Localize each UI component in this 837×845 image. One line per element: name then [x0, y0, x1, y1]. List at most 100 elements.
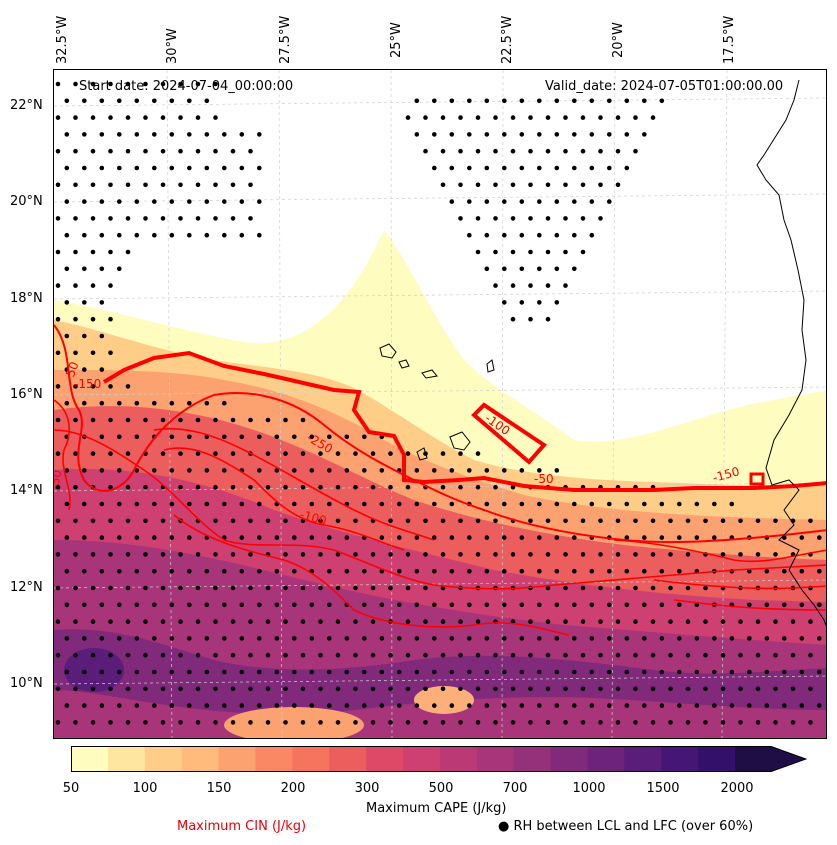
rh-dot [370, 652, 376, 658]
rh-dot [712, 535, 717, 540]
rh-dot [169, 468, 175, 473]
rh-dot [423, 619, 428, 624]
lon-label: 32.5°W [55, 15, 70, 64]
rh-legend: ● RH between LCL and LFC (over 60%) [498, 819, 754, 834]
rh-dot [624, 568, 630, 574]
rh-dot [108, 585, 113, 591]
rh-dot [222, 636, 227, 641]
rh-dot [624, 703, 630, 708]
rh-dot [449, 98, 455, 104]
rh-dot [440, 451, 446, 456]
rh-dot [432, 568, 437, 574]
rh-dot [257, 232, 262, 238]
rh-dot [195, 451, 201, 456]
colorbar-cell [661, 746, 699, 772]
rh-dot [248, 148, 253, 154]
rh-dot [440, 115, 446, 120]
rh-dot [335, 451, 341, 456]
rh-dot [677, 602, 682, 608]
rh-dot [143, 148, 148, 154]
contour-label: -50 [534, 472, 554, 486]
cin-contour-250 [163, 447, 405, 551]
rh-dot [99, 400, 105, 406]
rh-dot [458, 619, 463, 624]
rh-dot [265, 451, 271, 456]
rh-dot [257, 669, 262, 675]
rh-dot [125, 686, 131, 692]
start-date-label: Start date: 2024-07-04_00:00:00 [79, 79, 294, 94]
rh-dot [160, 619, 166, 624]
rh-dot [274, 568, 280, 574]
lon-label: 27.5°W [278, 15, 293, 64]
colorbar-cell [587, 746, 625, 772]
rh-dot [257, 703, 262, 708]
rh-dot [362, 568, 367, 574]
rh-dot [318, 720, 323, 725]
rh-dot [55, 585, 61, 591]
rh-dot [580, 249, 586, 255]
rh-dot [545, 115, 551, 120]
rh-dot [274, 669, 280, 675]
rh-dot [152, 400, 157, 406]
rh-dot [187, 232, 192, 238]
rh-dot [230, 652, 236, 658]
rh-dot [55, 350, 61, 356]
rh-dot [440, 518, 446, 524]
rh-dot [755, 686, 761, 692]
rh-dot [64, 232, 70, 238]
rh-dot [755, 720, 761, 725]
rh-dot [292, 568, 297, 574]
rh-dot [607, 165, 612, 171]
rh-dot [607, 602, 612, 608]
rh-dot [108, 216, 113, 221]
rh-dot [222, 199, 227, 204]
rh-dot [230, 552, 236, 557]
rh-dot [335, 484, 341, 490]
rh-dot [729, 669, 735, 675]
rh-dot [405, 619, 411, 624]
rh-dot [344, 434, 350, 440]
rh-dot [817, 669, 822, 675]
rh-dot [152, 669, 157, 675]
rh-dot [624, 669, 630, 675]
rh-dot [668, 652, 673, 658]
rh-dot [169, 232, 175, 238]
rh-dot [502, 232, 507, 238]
rh-dot [55, 417, 61, 423]
rh-dot [143, 619, 148, 624]
rh-dot [143, 552, 148, 557]
rh-dot [572, 165, 577, 171]
rh-dot [397, 636, 402, 641]
rh-dot [467, 132, 472, 137]
rh-dot [90, 652, 96, 658]
rh-dot [99, 602, 105, 608]
rh-dot [230, 619, 236, 624]
rh-dot [388, 686, 393, 692]
rh-dot [64, 98, 70, 104]
rh-dot [55, 484, 61, 490]
lat-label: 14°N [10, 483, 43, 498]
rh-dot [169, 602, 175, 608]
rh-dot [309, 501, 315, 507]
rh-dot [134, 535, 140, 540]
rh-dot [99, 669, 105, 675]
rh-dot [475, 552, 481, 557]
rh-dot [729, 501, 735, 507]
rh-dot [747, 703, 752, 708]
rh-dot [650, 652, 656, 658]
rh-dot [449, 636, 455, 641]
rh-dot [423, 585, 428, 591]
rh-dot [178, 619, 183, 624]
rh-dot [99, 165, 105, 171]
rh-dot [414, 568, 420, 574]
rh-dot [283, 619, 288, 624]
rh-dot [213, 720, 218, 725]
rh-dot [467, 703, 472, 708]
rh-dot [782, 636, 787, 641]
island [449, 431, 471, 451]
rh-dot [764, 669, 770, 675]
rh-dot [493, 552, 498, 557]
rh-dot [108, 182, 113, 188]
rh-dot [484, 535, 490, 540]
rh-dot [528, 652, 533, 658]
